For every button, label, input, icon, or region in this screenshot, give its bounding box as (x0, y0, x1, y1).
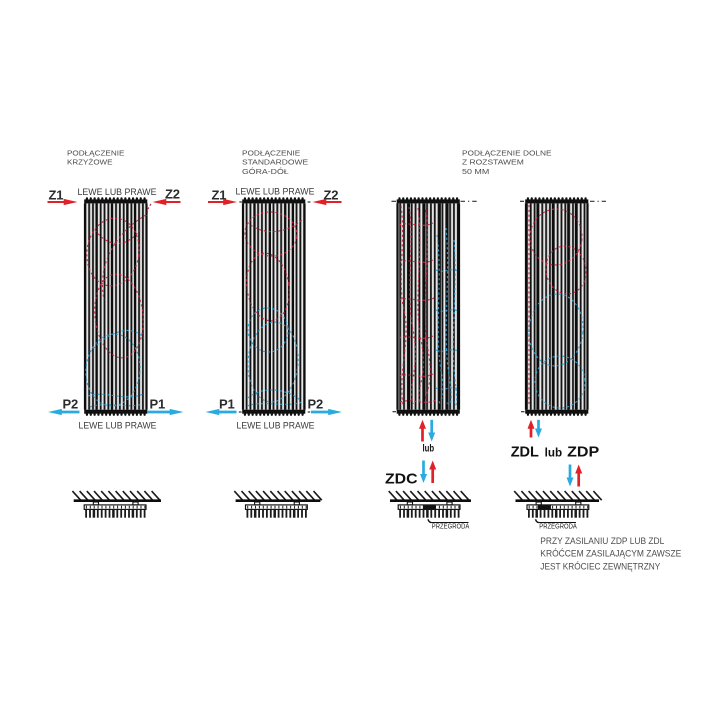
svg-text:ZDL: ZDL (511, 444, 539, 460)
svg-text:ZDC: ZDC (385, 471, 418, 487)
svg-text:LEWE LUB PRAWE: LEWE LUB PRAWE (79, 421, 157, 431)
svg-text:Z1: Z1 (49, 187, 64, 202)
svg-text:ZDP: ZDP (567, 444, 599, 460)
svg-text:P2: P2 (63, 396, 79, 411)
svg-text:P1: P1 (150, 396, 166, 411)
svg-text:P2: P2 (308, 396, 324, 411)
svg-text:lub: lub (545, 447, 563, 459)
svg-text:lub: lub (423, 443, 435, 455)
svg-text:PRZEGRODA: PRZEGRODA (539, 523, 577, 530)
svg-text:LEWE LUB PRAWE: LEWE LUB PRAWE (236, 186, 315, 196)
svg-text:LEWE LUB PRAWE: LEWE LUB PRAWE (78, 187, 157, 197)
svg-text:Z1: Z1 (212, 187, 227, 202)
svg-text:LEWE LUB PRAWE: LEWE LUB PRAWE (237, 421, 315, 431)
svg-text:P1: P1 (219, 396, 235, 411)
svg-text:Z2: Z2 (324, 187, 339, 202)
svg-text:Z2: Z2 (165, 187, 180, 202)
svg-text:PRZEGRODA: PRZEGRODA (432, 523, 470, 530)
